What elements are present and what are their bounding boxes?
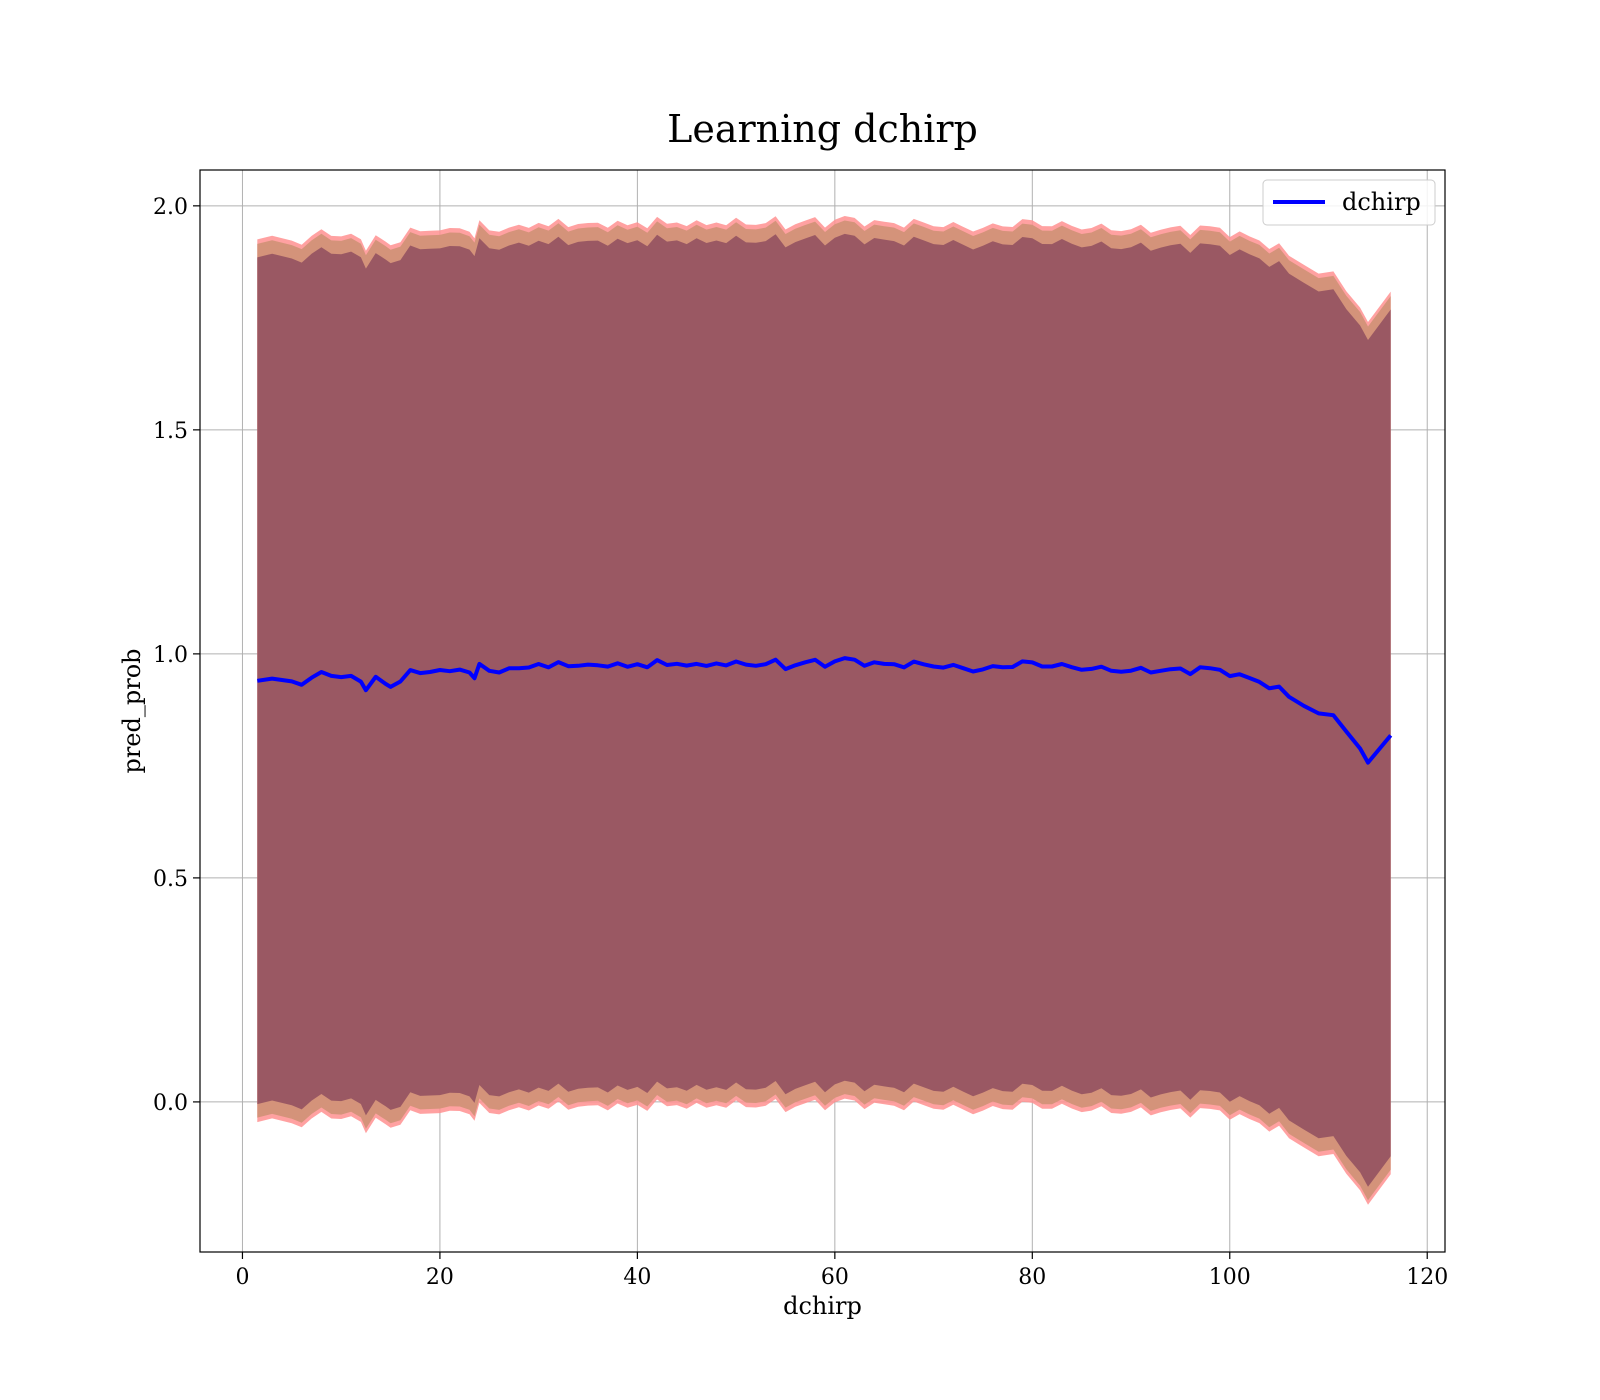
- y-tick-label: 0.0: [153, 1091, 188, 1116]
- x-tick-label: 40: [623, 1265, 651, 1290]
- confidence-bands: [257, 216, 1391, 1205]
- x-tick-label: 80: [1018, 1265, 1046, 1290]
- legend-label-dchirp: dchirp: [1342, 188, 1421, 216]
- series-lines: [257, 656, 1393, 765]
- axes-frame: [199, 169, 1446, 1253]
- y-tick-label: 2.0: [153, 195, 188, 220]
- x-tick-label: 60: [821, 1265, 849, 1290]
- y-axis-label: pred_prob: [118, 648, 146, 773]
- y-tick-label: 0.5: [153, 867, 188, 892]
- x-tick-label: 120: [1406, 1265, 1448, 1290]
- x-axis-label: dchirp: [783, 1292, 862, 1320]
- y-tick-label: 1.5: [153, 419, 188, 444]
- x-tick-label: 0: [235, 1265, 249, 1290]
- y-tick-label: 1.0: [153, 643, 188, 668]
- legend: dchirp: [1262, 179, 1436, 226]
- chart-title: Learning dchirp: [667, 107, 978, 151]
- x-tick-label: 100: [1209, 1265, 1251, 1290]
- legend-box: [1262, 179, 1436, 226]
- ticks: 0 20 40 60 80 100 120 0.0 0.5 1.0 1.5 2.0: [153, 195, 1448, 1290]
- inner-band: [257, 233, 1391, 1187]
- series-line-dchirp: [257, 656, 1393, 765]
- x-tick-label: 20: [426, 1265, 454, 1290]
